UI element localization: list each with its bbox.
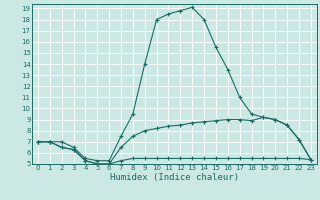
X-axis label: Humidex (Indice chaleur): Humidex (Indice chaleur) xyxy=(110,173,239,182)
